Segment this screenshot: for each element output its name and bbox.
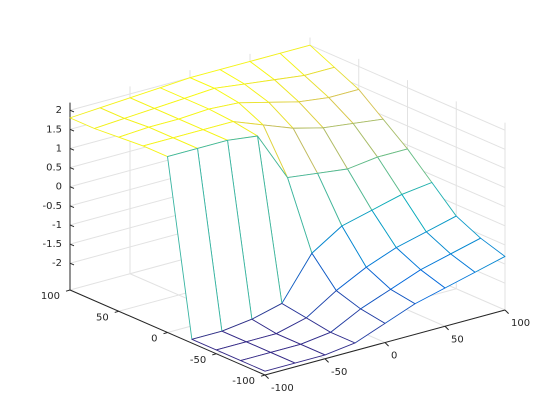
- grid-line: [309, 44, 506, 131]
- z-tick-label: 0.5: [46, 163, 62, 174]
- y-tick-label: 0: [151, 334, 157, 345]
- mesh-layer: [69, 44, 506, 372]
- z-tick: [69, 109, 75, 113]
- y-tick: [114, 310, 119, 313]
- axes-layer: -100 -50 0 50 100 -100 -50 0 50 100 -2 -1.5 -1 -0.5 0 0…: [41, 102, 530, 394]
- mesh-cell: [240, 351, 296, 372]
- z-tick-label: 1: [56, 143, 62, 154]
- x-tick-label: 100: [511, 318, 530, 329]
- z-tick: [69, 224, 75, 228]
- y-tick-label: 50: [96, 312, 109, 323]
- z-tick-label: 2: [56, 105, 62, 116]
- z-tick: [69, 148, 75, 151]
- z-tick-label: -2: [52, 258, 62, 269]
- y-tick: [260, 374, 266, 377]
- x-tick: [264, 374, 269, 379]
- z-tick: [69, 205, 75, 209]
- z-tick: [69, 128, 75, 132]
- z-tick-label: -0.5: [42, 201, 62, 212]
- z-tick: [69, 186, 75, 189]
- x-tick: [324, 358, 329, 363]
- z-tick: [69, 243, 75, 247]
- x-tick-label: -100: [271, 383, 294, 394]
- y-tick: [212, 353, 217, 356]
- y-tick: [65, 289, 71, 292]
- z-tick-label: 0: [56, 182, 62, 193]
- x-tick-label: -50: [331, 367, 347, 378]
- y-tick-label: -50: [190, 355, 206, 366]
- z-tick: [69, 262, 75, 266]
- y-tick: [163, 332, 168, 335]
- x-tick-label: 0: [391, 351, 397, 362]
- y-tick-label: -100: [232, 376, 255, 387]
- x-tick: [444, 325, 449, 331]
- z-tick-label: -1: [52, 220, 62, 231]
- y-tick-label: 100: [41, 291, 60, 302]
- z-tick-label: -1.5: [42, 239, 62, 250]
- z-tick: [69, 167, 75, 170]
- x-tick: [384, 342, 389, 347]
- x-tick-label: 50: [451, 334, 464, 345]
- x-tick: [504, 309, 509, 314]
- z-tick-label: 1.5: [46, 124, 62, 135]
